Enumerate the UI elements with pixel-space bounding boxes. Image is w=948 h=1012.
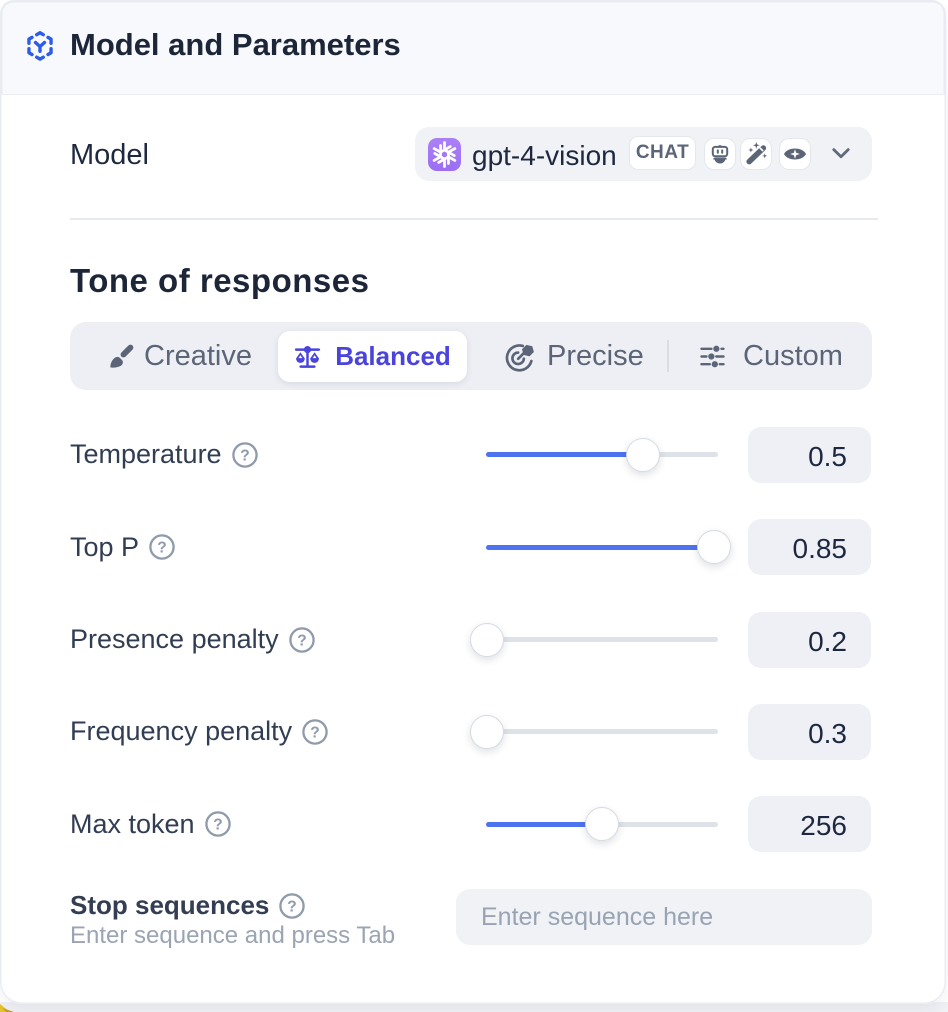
svg-text:?: ? (240, 447, 249, 464)
svg-text:?: ? (297, 632, 306, 649)
svg-text:?: ? (213, 816, 222, 833)
svg-text:?: ? (157, 539, 166, 556)
svg-text:?: ? (310, 724, 319, 741)
svg-text:?: ? (288, 898, 297, 915)
